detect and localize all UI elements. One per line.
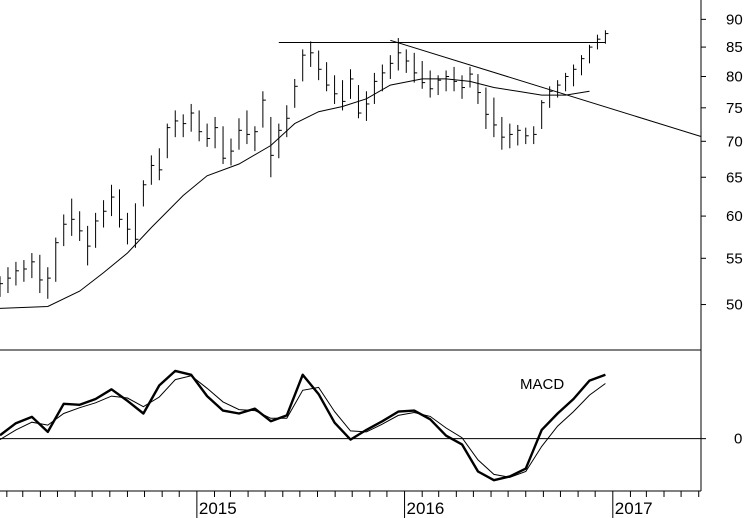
y-tick-label: 65 xyxy=(726,169,743,186)
macd-panel: MACD xyxy=(0,369,701,482)
price-bars xyxy=(0,30,609,299)
y-tick-label: 75 xyxy=(726,100,743,117)
macd-annotation: MACD xyxy=(520,376,564,393)
y-tick-label: 55 xyxy=(726,250,743,267)
y-tick-label: 80 xyxy=(726,69,743,86)
macd-lines xyxy=(0,369,701,482)
y-tick-label: 85 xyxy=(726,39,743,56)
macd-line xyxy=(0,369,606,482)
trend-lines xyxy=(278,39,702,137)
signal-line xyxy=(0,375,606,478)
y-tick-label: 70 xyxy=(726,133,743,150)
y-tick-label: 50 xyxy=(726,297,743,314)
moving-average-line xyxy=(0,78,590,309)
x-axis-ticks: 2015 2016 2017 xyxy=(6,491,700,518)
y-tick-label: 90 xyxy=(726,11,743,28)
moving-average xyxy=(0,78,590,309)
y-axis-ticks: 50 55 60 65 70 75 80 85 90 0 xyxy=(701,11,743,448)
x-year-label: 2016 xyxy=(407,499,445,518)
macd-y-tick-label: 0 xyxy=(734,431,742,448)
downtrend-line xyxy=(390,39,702,137)
price-panel xyxy=(0,30,702,309)
x-year-label: 2017 xyxy=(615,499,653,518)
x-year-label: 2015 xyxy=(199,499,237,518)
y-tick-label: 60 xyxy=(726,208,743,225)
